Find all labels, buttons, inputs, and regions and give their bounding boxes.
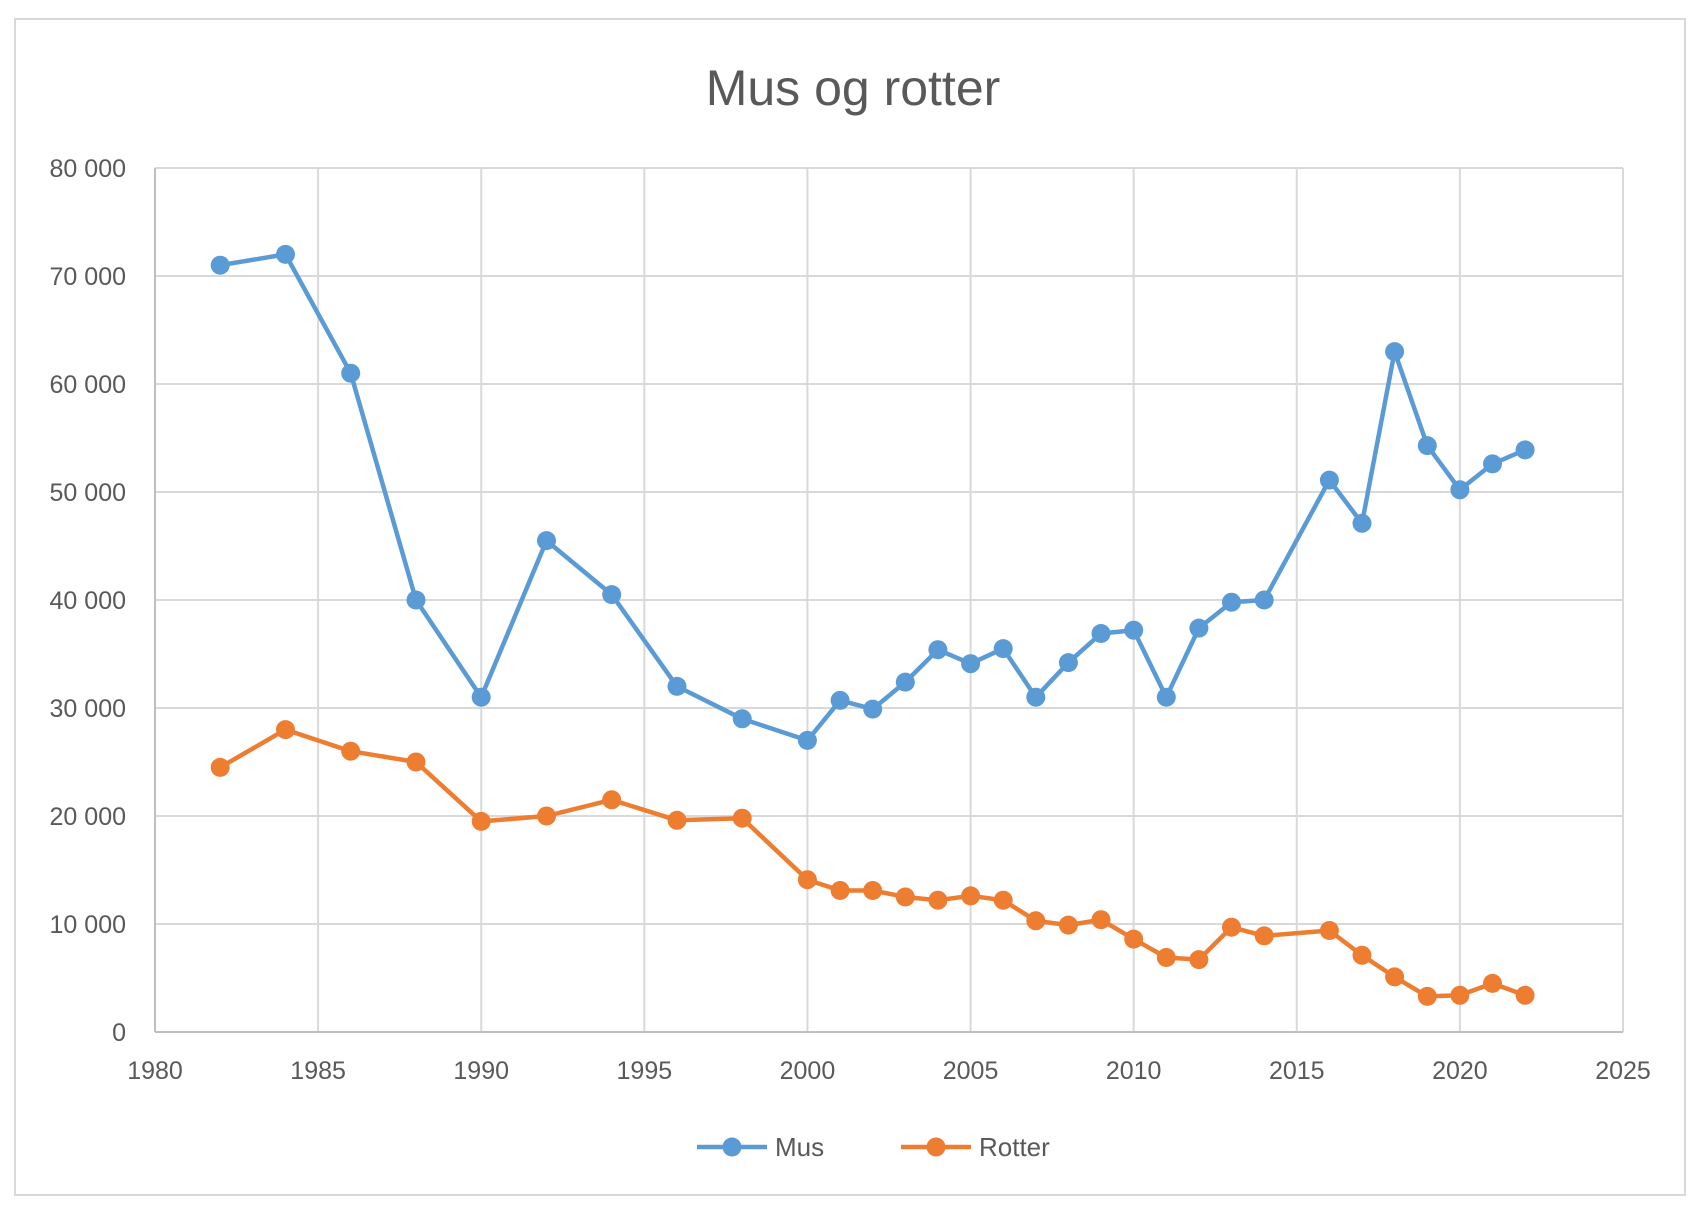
data-point-mus — [1254, 590, 1274, 610]
data-point-mus — [667, 676, 687, 696]
data-point-mus — [830, 690, 850, 710]
y-tick-label: 80 000 — [50, 155, 126, 183]
series-rotter — [210, 720, 1535, 1006]
data-point-mus — [471, 687, 491, 707]
data-point-mus — [1319, 470, 1339, 490]
data-point-mus — [928, 640, 948, 660]
legend-marker-mus — [722, 1137, 742, 1157]
data-point-mus — [1124, 620, 1144, 640]
data-point-rotter — [276, 720, 295, 740]
y-tick-label: 20 000 — [50, 803, 126, 831]
data-point-mus — [1222, 592, 1241, 612]
data-point-rotter — [1450, 985, 1470, 1005]
x-tick-label: 2015 — [1269, 1057, 1325, 1085]
data-point-mus — [797, 730, 817, 750]
data-point-mus — [895, 672, 915, 692]
data-point-rotter — [1254, 926, 1274, 946]
legend-marker-rotter — [926, 1137, 946, 1157]
data-point-mus — [1058, 653, 1078, 673]
data-point-rotter — [863, 881, 883, 900]
data-point-mus — [537, 531, 556, 551]
data-point-mus — [276, 244, 295, 264]
y-tick-label: 60 000 — [50, 371, 126, 399]
chart-title: Mus og rotter — [706, 60, 1001, 116]
x-axis-tick-labels: 1980 1985 1990 1995 2000 2005 2010 2015 2020 2025 — [127, 1057, 1651, 1085]
data-point-rotter — [797, 870, 817, 890]
gridlines — [155, 167, 1624, 1032]
data-point-rotter — [1417, 986, 1437, 1006]
legend-item-mus[interactable]: Mus — [697, 1132, 824, 1162]
data-point-mus — [1515, 440, 1535, 460]
data-point-rotter — [1026, 911, 1046, 931]
data-point-mus — [1156, 687, 1176, 707]
data-point-rotter — [667, 810, 687, 830]
x-tick-label: 2000 — [780, 1057, 836, 1085]
data-point-rotter — [1222, 917, 1241, 937]
data-point-rotter — [406, 752, 426, 772]
data-point-rotter — [471, 811, 491, 831]
data-point-rotter — [1385, 967, 1405, 987]
y-tick-label: 0 — [112, 1019, 126, 1047]
data-point-rotter — [1058, 915, 1078, 935]
data-point-mus — [1385, 342, 1405, 362]
series-mus — [210, 244, 1535, 750]
x-tick-label: 2025 — [1595, 1057, 1651, 1085]
x-tick-label: 1990 — [453, 1057, 509, 1085]
data-point-mus — [863, 699, 883, 719]
legend-label-mus: Mus — [775, 1132, 824, 1162]
data-point-rotter — [602, 790, 622, 810]
data-point-mus — [1450, 480, 1470, 500]
data-point-rotter — [537, 806, 556, 826]
axes — [154, 168, 1623, 1033]
data-point-mus — [1483, 454, 1502, 474]
series-line-mus — [217, 252, 1528, 743]
legend[interactable]: Mus Rotter — [697, 1132, 1050, 1162]
data-point-rotter — [961, 886, 981, 906]
data-point-mus — [1352, 513, 1372, 533]
data-point-mus — [210, 255, 230, 275]
data-point-rotter — [1319, 921, 1339, 940]
data-point-rotter — [1483, 973, 1502, 993]
data-point-rotter — [830, 881, 850, 900]
data-point-rotter — [732, 808, 752, 828]
data-point-rotter — [1091, 910, 1111, 930]
data-point-rotter — [1352, 945, 1372, 965]
plot-series — [210, 244, 1535, 1006]
data-point-mus — [732, 709, 752, 729]
x-tick-label: 2005 — [943, 1057, 999, 1085]
y-tick-label: 40 000 — [50, 587, 126, 615]
chart-area — [14, 18, 1686, 1196]
y-axis-tick-labels: 0 10 000 20 000 30 000 40 000 50 000 60 000 70 … — [50, 155, 126, 1047]
data-point-mus — [341, 363, 361, 383]
y-tick-label: 30 000 — [50, 695, 126, 723]
data-point-mus — [1417, 436, 1437, 456]
data-point-rotter — [895, 887, 915, 907]
data-point-rotter — [210, 757, 230, 777]
data-point-rotter — [1156, 948, 1176, 967]
data-point-rotter — [993, 890, 1013, 910]
legend-label-rotter: Rotter — [979, 1132, 1050, 1162]
data-point-rotter — [1189, 950, 1209, 970]
x-tick-label: 1985 — [290, 1057, 346, 1085]
x-tick-label: 2010 — [1106, 1057, 1162, 1085]
data-point-mus — [961, 654, 981, 674]
y-tick-label: 10 000 — [50, 911, 126, 939]
y-tick-label: 70 000 — [50, 263, 126, 291]
data-point-mus — [1189, 618, 1209, 638]
x-tick-label: 2020 — [1432, 1057, 1488, 1085]
x-tick-label: 1980 — [127, 1057, 183, 1085]
data-point-rotter — [1124, 929, 1144, 949]
y-tick-label: 50 000 — [50, 479, 126, 507]
data-point-rotter — [1515, 985, 1535, 1005]
data-point-mus — [1091, 624, 1111, 643]
legend-item-rotter[interactable]: Rotter — [901, 1132, 1050, 1162]
data-point-mus — [406, 590, 426, 610]
data-point-rotter — [928, 890, 948, 910]
data-point-mus — [1026, 687, 1046, 707]
data-point-mus — [993, 639, 1013, 659]
data-point-mus — [602, 585, 622, 605]
data-point-rotter — [341, 741, 361, 761]
x-tick-label: 1995 — [617, 1057, 673, 1085]
